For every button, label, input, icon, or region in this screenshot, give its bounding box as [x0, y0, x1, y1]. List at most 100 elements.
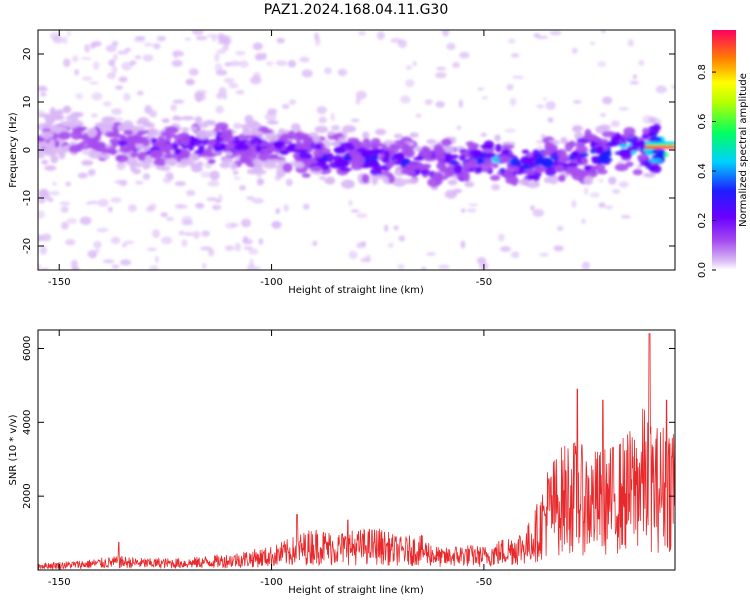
spectrogram-cell — [474, 166, 483, 174]
spectrogram-cell — [111, 65, 118, 75]
spectrogram-cell — [87, 249, 98, 259]
spectrogram-cell — [394, 152, 405, 161]
spectrogram-cell — [258, 152, 269, 162]
spectrogram-cell — [213, 142, 227, 152]
spectrogram-cell — [242, 236, 249, 243]
spectrogram-cell — [80, 57, 92, 61]
spectrogram-cell — [395, 168, 403, 174]
spectrogram-cell — [208, 248, 215, 257]
spectrogram-cell — [337, 68, 348, 77]
spectrogram-cell — [536, 145, 544, 150]
spectrogram-cell — [398, 235, 406, 242]
snr-x-tick-label: -50 — [476, 577, 492, 588]
spectrogram-cell — [316, 106, 328, 115]
spectrogram-cell — [627, 39, 635, 47]
spectrogram-cell — [206, 33, 218, 38]
spectrogram-cell — [240, 218, 252, 228]
spectrogram-cell — [47, 197, 54, 203]
spectrogram-cell — [87, 169, 96, 176]
spectrogram-cell — [294, 145, 308, 151]
spectrogram-cell — [453, 164, 463, 175]
spectrogram-cell — [625, 161, 634, 167]
spectrogram-y-tick-label: 10 — [22, 96, 33, 109]
spectrogram-cell — [39, 245, 48, 255]
snr-x-tick-label: -150 — [48, 577, 71, 588]
spectrogram-cell — [111, 108, 123, 116]
spectrogram-cell — [463, 175, 470, 182]
spectrogram-cell — [252, 197, 264, 204]
spectrogram-cell — [601, 131, 616, 138]
spectrogram-y-tick-label: 20 — [22, 48, 33, 61]
spectrogram-cell — [275, 60, 288, 66]
snr-frame — [37, 329, 676, 571]
spectrogram-cell — [565, 166, 580, 171]
spectrogram-cell — [200, 246, 212, 251]
spectrogram-cell — [400, 95, 411, 104]
spectrogram-cell — [77, 172, 88, 179]
spectrogram-cell — [384, 224, 389, 233]
spectrogram-cell — [88, 200, 99, 205]
spectrogram-cell — [288, 130, 296, 140]
spectrogram-cell — [581, 157, 589, 166]
spectrogram-cell — [532, 175, 540, 182]
spectrogram-cell — [325, 176, 336, 185]
spectrogram-cell — [161, 118, 170, 124]
spectrogram-cell — [102, 101, 112, 107]
spectrogram-cell — [441, 30, 450, 37]
spectrogram-cell — [483, 140, 495, 150]
spectrogram-cell — [41, 159, 49, 165]
spectrogram-cell — [55, 114, 63, 121]
spectrogram-cell — [397, 39, 407, 48]
spectrogram-cell — [361, 173, 370, 184]
spectrogram-cell — [86, 127, 98, 138]
spectrogram-y-tick-label: -20 — [22, 238, 33, 254]
spectrogram-cell — [111, 264, 120, 269]
spectrogram-cell — [376, 31, 385, 40]
spectrogram-cell — [501, 144, 515, 149]
spectrogram-cell — [302, 203, 310, 210]
spectrogram-cell — [195, 89, 208, 95]
spectrogram-cell — [256, 178, 265, 186]
spectrogram-cell — [642, 127, 650, 135]
spectrogram-cell — [571, 125, 580, 132]
spectrogram-cell — [536, 35, 549, 40]
spectrogram-cell — [59, 201, 71, 206]
spectrogram-cell — [90, 113, 98, 118]
spectrogram-cell — [281, 103, 290, 110]
spectrogram-cell — [598, 202, 606, 208]
spectrogram-cell — [220, 126, 228, 133]
spectrogram-cell — [124, 47, 131, 52]
spectrogram-cell — [524, 168, 536, 175]
spectrogram-cell — [581, 218, 586, 225]
spectrogram-cell — [637, 154, 650, 161]
spectrogram-cell — [163, 153, 175, 159]
spectrogram-cell — [40, 131, 54, 139]
spectrogram-cell — [406, 170, 416, 175]
spectrogram-cell — [591, 156, 599, 161]
spectrogram-cell — [535, 157, 543, 164]
spectrogram-cell — [243, 246, 253, 250]
spectrogram-cell — [285, 178, 293, 187]
spectrogram-cell — [290, 123, 301, 132]
spectrogram-cell — [265, 61, 274, 66]
spectrogram-cell — [549, 30, 562, 36]
spectrogram-cell — [581, 170, 589, 177]
spectrogram-cell — [334, 145, 347, 155]
spectrogram-cell — [160, 236, 173, 245]
spectrogram-cell — [59, 120, 73, 127]
spectrogram-cell — [643, 172, 656, 178]
spectrogram-cell — [340, 179, 355, 189]
spectrogram-cell — [645, 147, 654, 156]
spectrogram-peak-line — [645, 145, 675, 148]
spectrogram-cell — [556, 225, 564, 232]
spectrogram-cell — [114, 85, 124, 90]
spectrogram-cell — [310, 165, 322, 172]
spectrogram-cell — [232, 139, 246, 145]
spectrogram-cell — [589, 192, 600, 198]
spectrogram-cell — [136, 90, 144, 96]
snr-y-tick-label: 6000 — [22, 336, 33, 361]
spectrogram-cell — [85, 144, 94, 149]
spectrogram-cell — [612, 189, 621, 194]
spectrogram-cell — [504, 128, 516, 133]
